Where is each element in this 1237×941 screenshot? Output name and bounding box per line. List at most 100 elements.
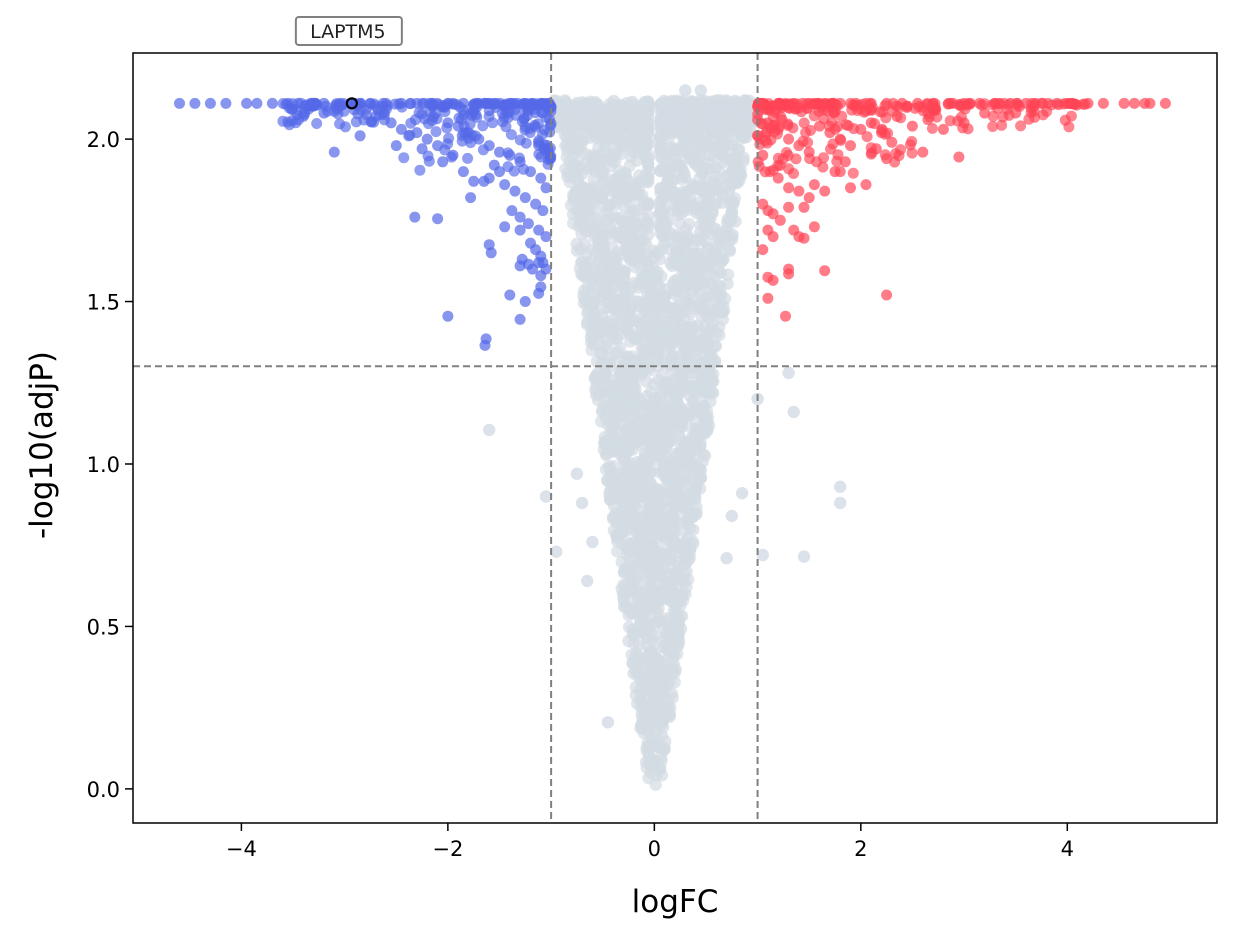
up-point [1051,97,1063,109]
ns-point [600,448,613,462]
ns-point [705,257,718,271]
ns-point [732,96,745,110]
up-point [788,97,800,109]
ns-point [721,277,734,290]
ns-point [697,422,710,435]
down-point [411,97,423,109]
ns-point [574,104,587,117]
ns-point [658,673,672,687]
down-point [395,123,407,135]
ns-point [566,208,580,221]
ns-point [661,413,674,426]
ns-point [834,496,847,510]
up-point [774,214,786,226]
up-point [1005,97,1016,109]
down-point [514,224,526,236]
up-point [896,97,908,109]
ns-point [605,483,618,496]
up-point [1020,97,1032,109]
down-point [421,133,433,145]
ns-point [710,285,723,298]
down-point [509,185,521,197]
up-point [764,166,776,178]
down-point [520,137,532,149]
ns-point [690,106,703,120]
up-point [808,179,820,191]
ns-point [661,540,675,553]
annotation-box [294,16,403,46]
ns-point [797,550,811,563]
ns-point [674,433,687,446]
down-point [416,143,428,155]
up-point [850,97,862,109]
down-point [423,155,435,167]
up-point [776,114,788,126]
y-tick-label: 0.5 [87,615,120,639]
ns-point [575,268,588,281]
ns-point [782,366,795,380]
ns-point [629,628,642,642]
down-point [411,127,423,139]
ns-point [642,771,655,785]
ns-point [670,468,683,481]
ns-point [632,415,645,429]
ns-point [618,244,632,258]
ns-point [687,451,700,464]
ns-point [655,710,668,723]
ns-point [658,118,671,132]
up-point [953,151,965,163]
up-point [1010,107,1022,119]
down-point [533,135,545,147]
ns-point [634,236,647,249]
significant-points [174,97,1171,351]
ns-point [697,410,711,423]
ns-point [634,585,647,598]
ns-point [685,292,699,306]
up-point [937,123,949,135]
up-point [757,244,769,256]
ns-point [756,548,769,562]
ns-point [662,339,676,352]
annotation-layer: LAPTM5 [294,16,403,110]
ns-point [710,223,723,236]
down-point [204,97,216,109]
up-point [870,143,882,155]
down-point [282,97,294,109]
ns-point [679,557,692,571]
down-point [405,117,417,129]
down-point [540,231,552,243]
down-point [442,97,454,109]
up-point [798,117,810,129]
ns-point [625,384,639,398]
down-point [241,97,253,109]
ns-point [587,148,600,162]
ns-point [629,332,642,346]
ns-point [706,149,720,163]
ns-point [614,474,627,487]
ns-point [621,374,635,387]
ns-point [668,274,681,288]
ns-point [608,212,621,226]
ns-point [740,122,753,135]
down-point [473,97,485,109]
ns-point [679,263,693,276]
up-point [788,168,799,179]
up-point [1015,120,1027,132]
up-point [881,153,893,165]
ns-point [712,123,725,136]
up-point [931,111,943,123]
up-point [1128,97,1140,109]
down-point [462,152,474,164]
ns-point [635,222,648,235]
ns-point [670,308,683,321]
ns-point [599,358,612,372]
ns-point [672,628,685,641]
ns-point [632,253,645,266]
ns-point [654,421,667,434]
down-point [297,110,309,122]
down-point [519,192,531,204]
ns-point [666,236,679,249]
x-tick-label: 4 [1061,837,1074,861]
up-point [1029,111,1041,123]
ns-point [618,282,632,295]
